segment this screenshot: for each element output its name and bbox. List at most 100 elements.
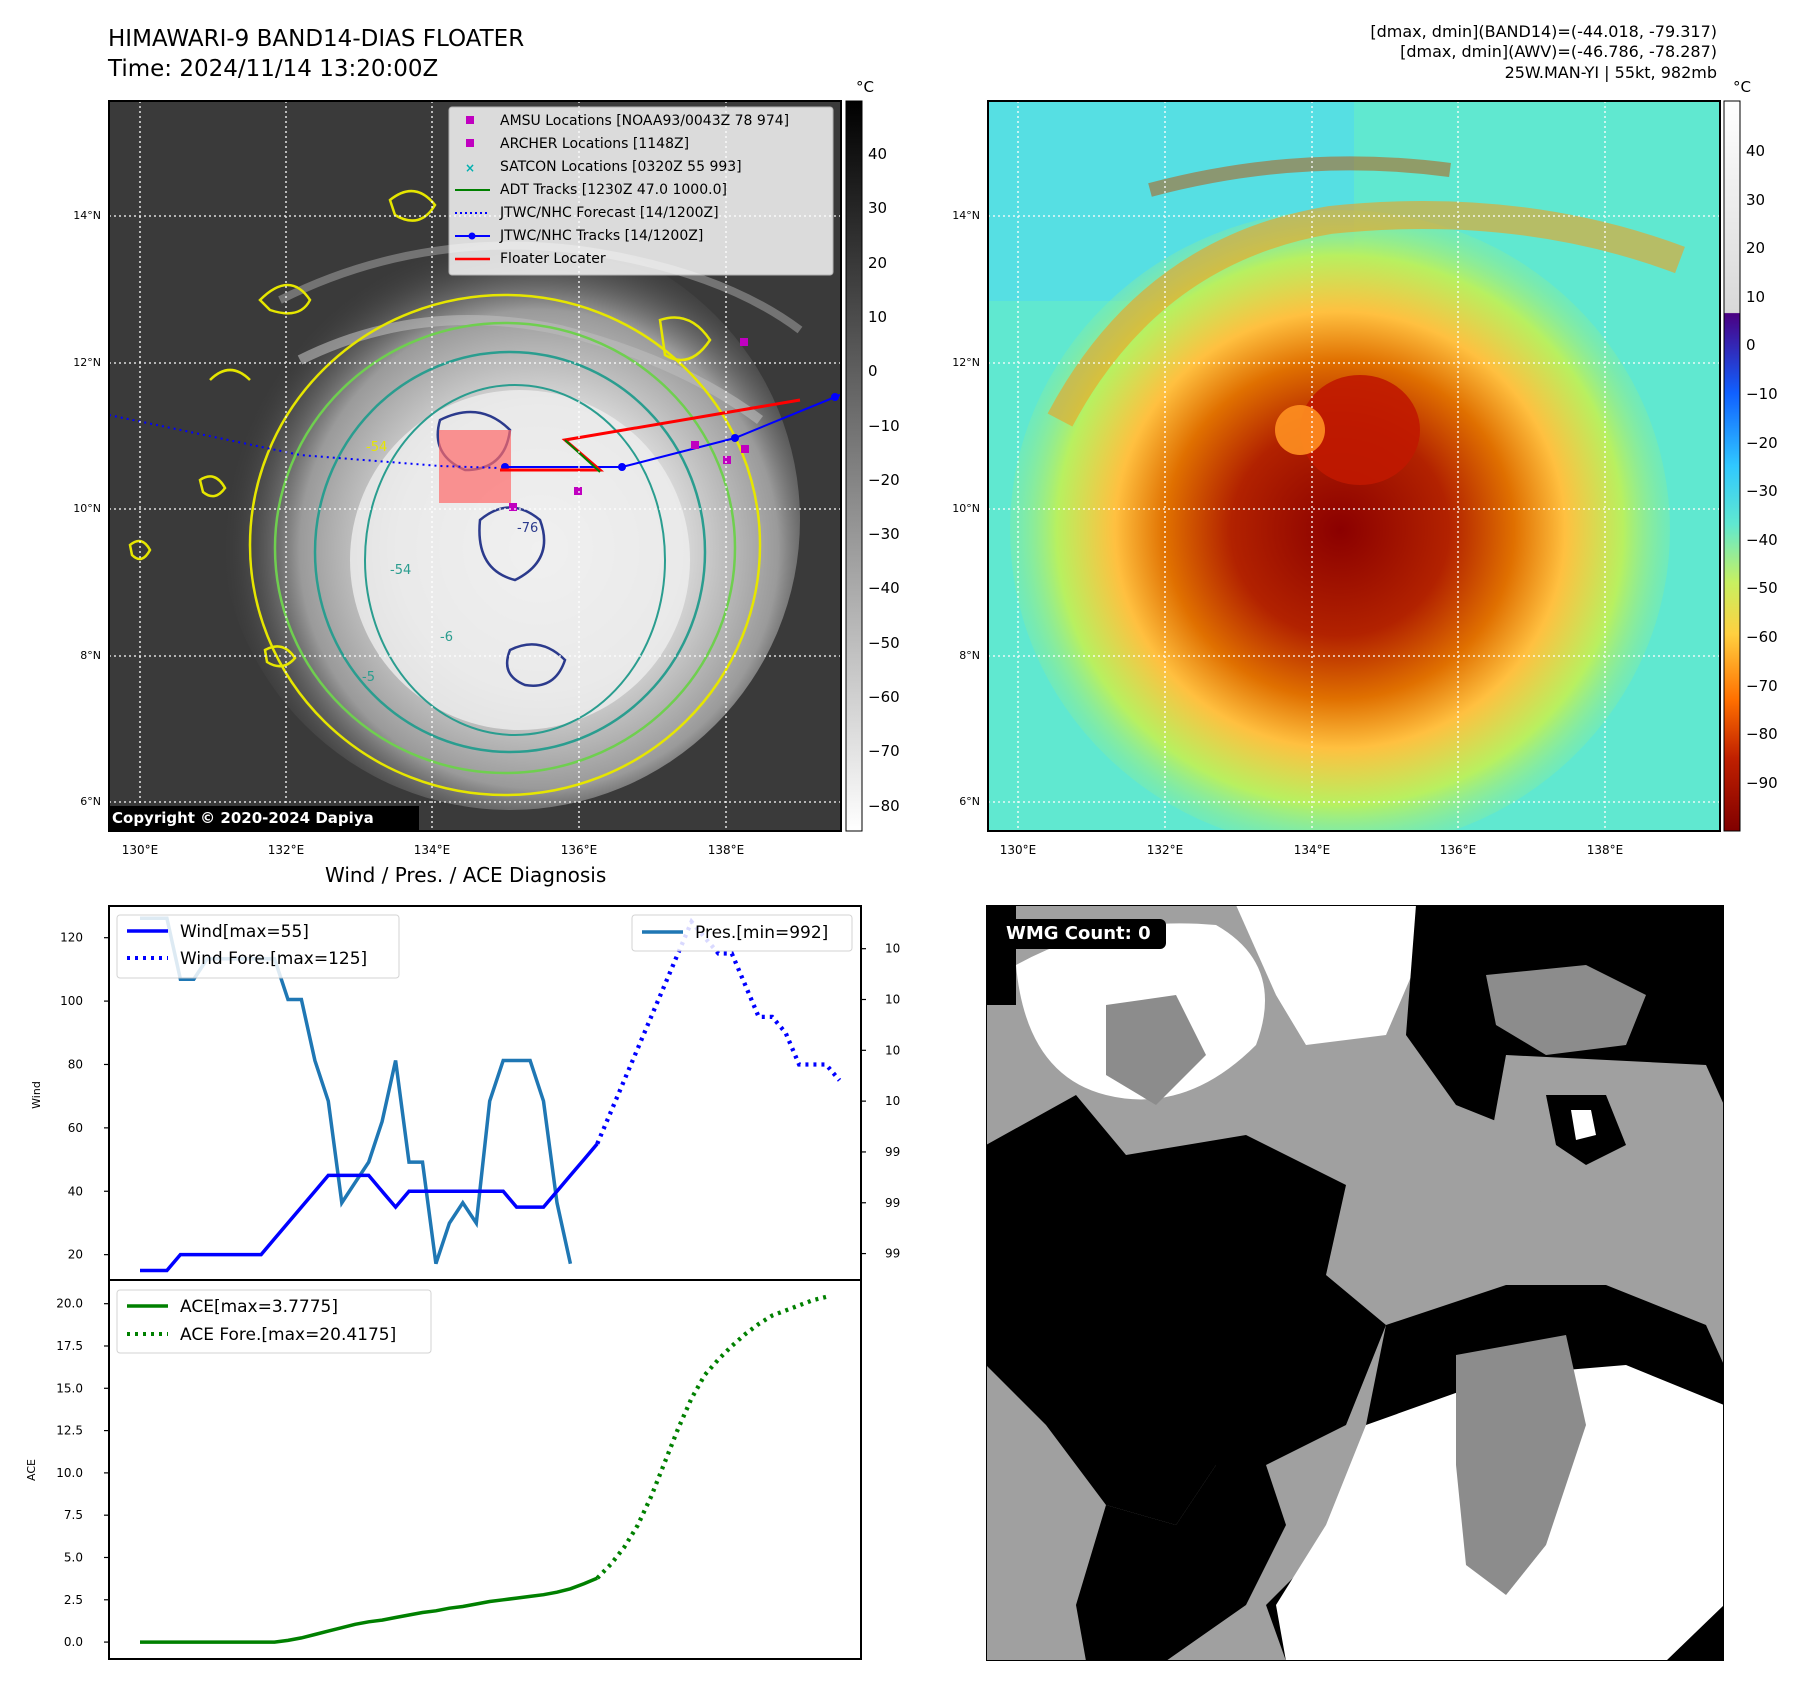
lon-tick-label: 138°E — [1586, 843, 1624, 857]
colorbar-tick-label: 40 — [868, 145, 888, 163]
pres-tick-label: 995.0 — [885, 1196, 900, 1210]
pres-tick-label: 1002.5 — [885, 1043, 900, 1057]
colorbar-tick-label: −30 — [1746, 482, 1778, 501]
colorbar-left-unit: °C — [856, 78, 874, 96]
colorbar-tick-label: −70 — [1746, 676, 1778, 695]
ace-tick-label: 7.5 — [64, 1508, 83, 1522]
ace-tick-label: 2.5 — [64, 1593, 83, 1607]
colorbar-tick-label: −50 — [868, 633, 900, 652]
colorbar-tick-label: −10 — [868, 416, 900, 435]
colorbar-left — [845, 100, 863, 832]
pres-tick-label: 1000.0 — [885, 1094, 900, 1108]
ace-legend-label: ACE[max=3.7775] — [180, 1297, 338, 1317]
lat-tick-label: 12°N — [952, 356, 980, 369]
ace-panel-frame — [108, 1279, 862, 1660]
svg-text:×: × — [465, 161, 475, 175]
colorbar-tick-label: 10 — [1746, 287, 1766, 306]
lon-tick-label: 130°E — [999, 843, 1037, 857]
lon-tick-label: 132°E — [267, 843, 305, 857]
lon-tick-label: 130°E — [121, 843, 159, 857]
wind-legend-box — [116, 914, 400, 979]
pres-tick-label: 992.5 — [885, 1247, 900, 1261]
figure-title: HIMAWARI-9 BAND14-DIAS FLOATER — [108, 26, 525, 52]
colorbar-tick-label: 10 — [868, 307, 888, 326]
wind-tick-label: 120 — [60, 931, 83, 945]
contour-label: -76 — [517, 521, 539, 536]
floater-box — [439, 430, 511, 503]
legend-entry-amsu: AMSU Locations [NOAA93/0043Z 78 974] — [500, 113, 790, 129]
wind-tick-label: 80 — [68, 1057, 83, 1071]
legend-entry-forecast: JTWC/NHC Forecast [14/1200Z] — [500, 205, 719, 221]
figure-time: Time: 2024/11/14 13:20:00Z — [108, 56, 439, 82]
ir-map-left: × — [108, 100, 863, 832]
ace-line — [140, 1576, 598, 1644]
colorbar-tick-label: 30 — [868, 199, 888, 218]
legend-entry-satcon: SATCON Locations [0320Z 55 993] — [500, 159, 742, 175]
ace-legend-box — [116, 1289, 432, 1354]
ir-map-right — [987, 100, 1741, 832]
colorbar-tick-label: −70 — [868, 742, 900, 761]
dmax-awv: [dmax, dmin](AWV)=(-46.786, -78.287) — [1400, 42, 1717, 61]
colorbar-tick-label: 20 — [868, 253, 888, 272]
map-legend — [448, 106, 834, 276]
ace-tick-label: 12.5 — [56, 1424, 83, 1438]
wmg-panel — [986, 905, 1724, 1661]
colorbar-tick-label: −10 — [1746, 385, 1778, 403]
colorbar-tick-label: −40 — [868, 579, 900, 598]
colorbar-tick-label: −60 — [1746, 628, 1778, 646]
diag-title: Wind / Pres. / ACE Diagnosis — [325, 863, 607, 887]
colorbar-tick-label: 40 — [1746, 142, 1766, 160]
legend-entry-adt: ADT Tracks [1230Z 47.0 1000.0] — [500, 182, 727, 198]
ace-tick-label: 15.0 — [56, 1381, 83, 1395]
ace-tick-label: 0.0 — [64, 1635, 83, 1649]
lat-tick-label: 12°N — [73, 356, 101, 369]
colorbar-tick-label: 20 — [1746, 239, 1766, 258]
wind-line — [140, 1142, 599, 1273]
wind-forecast-legend-label: Wind Fore.[max=125] — [180, 949, 367, 969]
ace-tick-label: 10.0 — [56, 1466, 83, 1480]
lat-tick-label: 8°N — [80, 649, 101, 662]
lat-tick-label: 8°N — [959, 649, 980, 662]
wind-tick-label: 40 — [68, 1184, 83, 1198]
pres-tick-label: 1007.5 — [885, 942, 900, 956]
wind-axis-label: Wind — [30, 1081, 43, 1109]
lat-tick-label: 14°N — [73, 209, 101, 222]
legend-entry-tracks: JTWC/NHC Tracks [14/1200Z] — [500, 228, 704, 244]
colorbar-tick-label: −20 — [1746, 433, 1778, 452]
colorbar-tick-label: −80 — [868, 796, 900, 815]
lon-tick-label: 136°E — [1439, 843, 1477, 857]
colorbar-tick-label: −30 — [868, 525, 900, 544]
wind-forecast-line — [595, 917, 842, 1145]
contour-label: -6 — [440, 630, 453, 645]
wind-legend-label: Wind[max=55] — [180, 922, 309, 942]
colorbar-tick-label: −50 — [1746, 579, 1778, 598]
colorbar-tick-label: −90 — [1746, 773, 1778, 792]
lon-tick-label: 134°E — [413, 843, 451, 857]
colorbar-tick-label: 0 — [1746, 336, 1756, 355]
contour-label: -5 — [362, 670, 375, 685]
lon-tick-label: 136°E — [560, 843, 598, 857]
wind-tick-label: 100 — [60, 994, 83, 1008]
wmg-count-label: WMG Count: 0 — [1006, 923, 1151, 944]
lon-tick-label: 138°E — [707, 843, 745, 857]
contour-label: -54 — [366, 440, 388, 455]
storm-info: 25W.MAN-YI | 55kt, 982mb — [1504, 63, 1717, 82]
pres-legend-label: Pres.[min=992] — [695, 923, 828, 943]
diag-chart: 20 40 60 80 100 120 992.5 995.0 997.5 1000.0 1002.… — [25, 905, 900, 1660]
colorbar-right — [1723, 100, 1741, 832]
pres-legend-box — [631, 914, 853, 952]
pres-tick-label: 1005.0 — [885, 993, 900, 1007]
copyright-text: Copyright © 2020-2024 Dapiya — [112, 809, 374, 827]
pres-tick-label: 997.5 — [885, 1145, 900, 1159]
colorbar-right-unit: °C — [1733, 78, 1751, 96]
colorbar-tick-label: −40 — [1746, 530, 1778, 549]
colorbar-tick-label: −80 — [1746, 725, 1778, 744]
ace-tick-label: 20.0 — [56, 1297, 83, 1311]
ace-forecast-legend-label: ACE Fore.[max=20.4175] — [180, 1325, 396, 1345]
ace-axis-label: ACE — [25, 1459, 38, 1481]
dmax-band14: [dmax, dmin](BAND14)=(-44.018, -79.317) — [1370, 22, 1717, 41]
wind-tick-label: 20 — [68, 1248, 83, 1262]
wmg-label-box — [997, 919, 1166, 949]
lat-tick-label: 10°N — [73, 502, 101, 515]
